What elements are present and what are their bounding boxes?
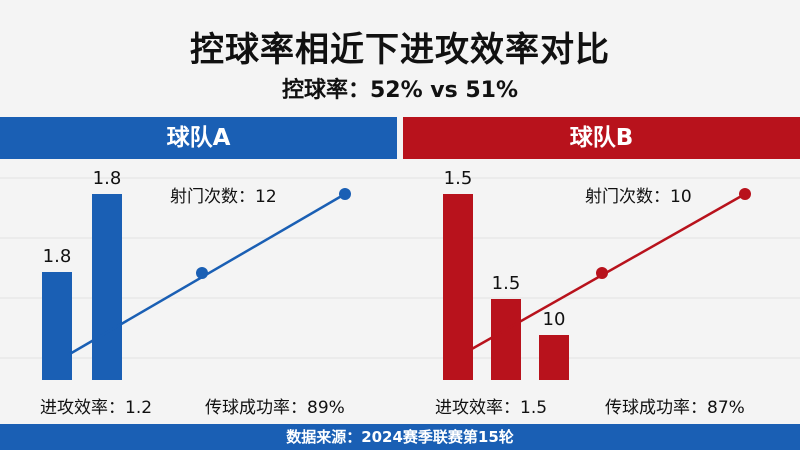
shots-annotation: 射门次数：12 [170,187,277,207]
bar-value-label: 1.8 [43,246,72,267]
team-a-pass-rate-label: 传球成功率：89% [205,398,345,418]
bar-value-label: 1.8 [93,168,122,189]
bar [443,194,473,380]
trend-point [339,188,351,200]
bar [92,194,122,380]
team-b-chart: 1.5 1.5 10 射门次数：10 [400,168,800,380]
bar [539,335,569,380]
bar [42,272,72,380]
chart-subtitle: 控球率：52% vs 51% [281,78,519,103]
bar-value-label: 1.5 [492,273,521,294]
team-a-header: 球队A [0,117,397,159]
team-b-efficiency-label: 进攻效率：1.5 [435,398,548,418]
trend-point [739,188,751,200]
bar-value-label: 10 [543,309,566,330]
data-source-footer: 数据来源：2024赛季联赛第15轮 [0,424,800,450]
shots-annotation: 射门次数：10 [585,187,692,207]
chart-title: 控球率相近下进攻效率对比 [190,30,610,70]
team-a-efficiency-label: 进攻效率：1.2 [40,398,153,418]
trend-point [596,267,608,279]
team-a-chart: 1.8 1.8 射门次数：12 [0,168,400,380]
trend-point [196,267,208,279]
bar-value-label: 1.5 [444,168,473,189]
bar [491,299,521,380]
team-b-header: 球队B [403,117,800,159]
team-b-pass-rate-label: 传球成功率：87% [605,398,745,418]
